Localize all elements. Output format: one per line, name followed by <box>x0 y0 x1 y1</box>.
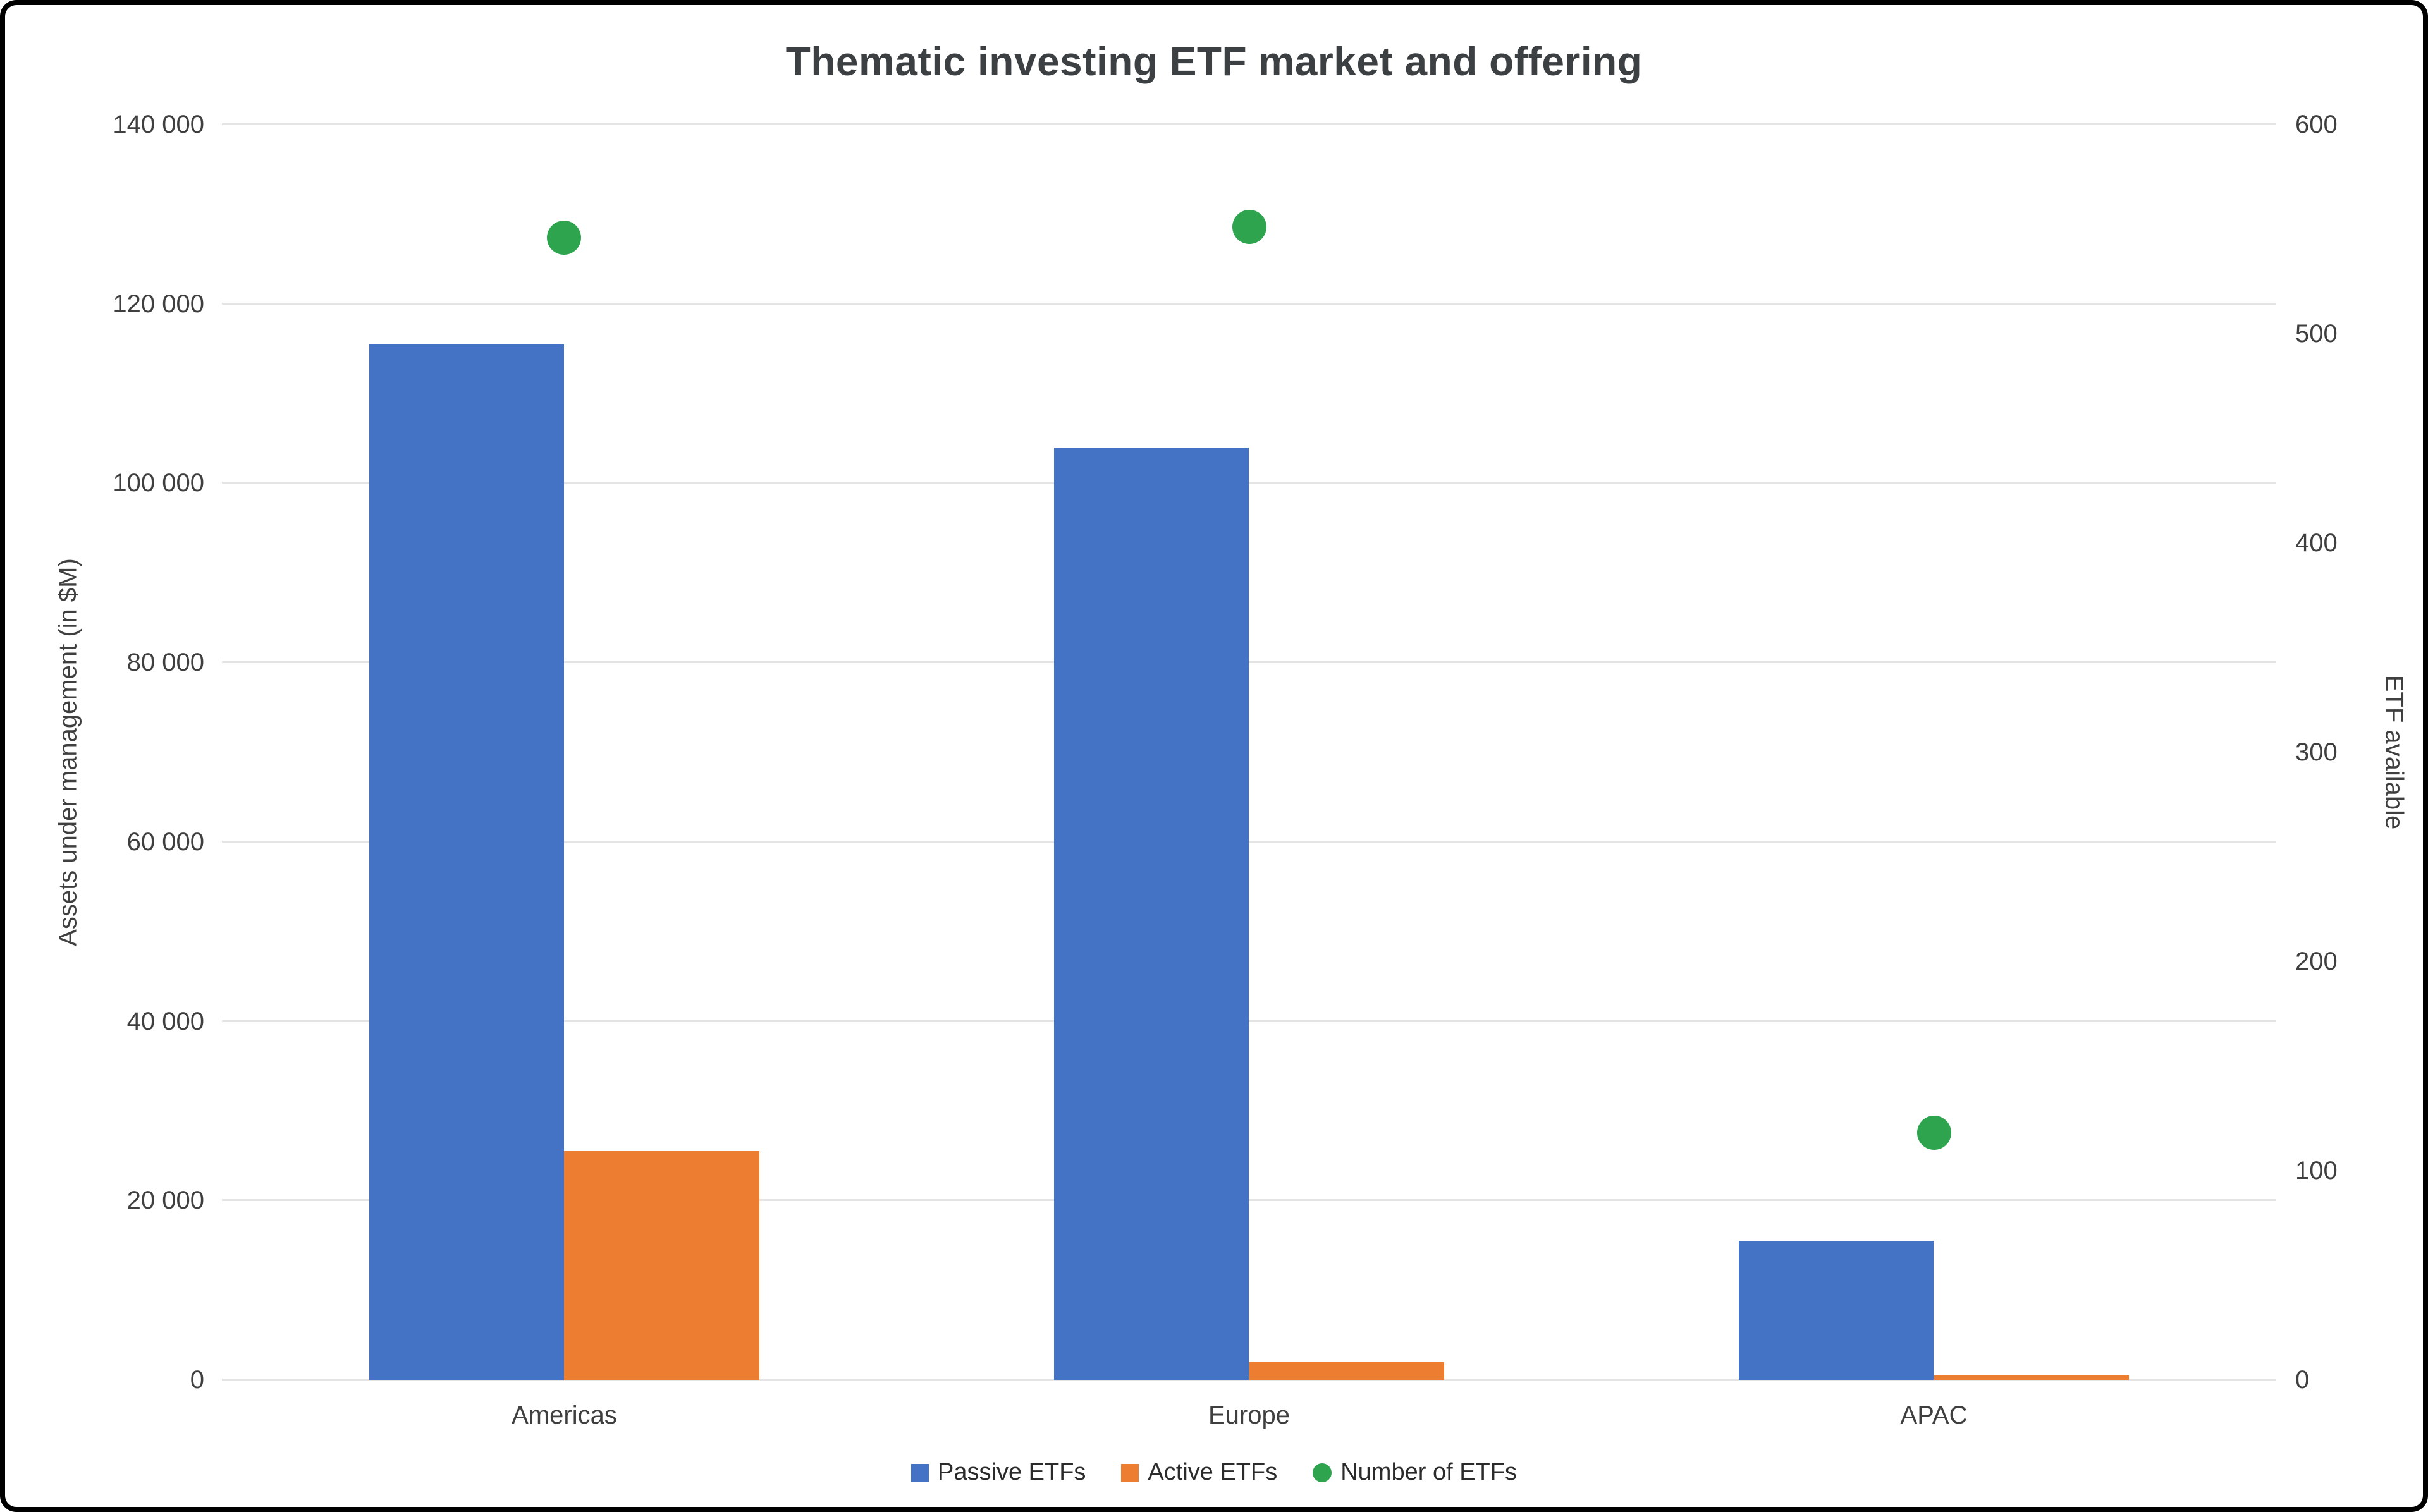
x-axis-label-europe: Europe <box>1208 1401 1290 1429</box>
left-axis-tick-label: 40 000 <box>126 1007 204 1035</box>
left-axis-tick-label: 60 000 <box>126 827 204 856</box>
x-axis-label-apac: APAC <box>1900 1401 1968 1429</box>
left-axis-title: Assets under management (in $M) <box>54 558 82 946</box>
scatter-dot-apac <box>1916 1116 1951 1150</box>
bar-passive-etfs-americas <box>369 344 565 1380</box>
legend-label: Passive ETFs <box>938 1459 1086 1485</box>
legend: Passive ETFs Active ETFs Number of ETFs <box>5 1459 2423 1486</box>
legend-label: Active ETFs <box>1148 1459 1278 1485</box>
right-axis-tick-label: 0 <box>2295 1366 2310 1394</box>
bar-active-etfs-europe <box>1249 1362 1445 1380</box>
gridline <box>222 840 2276 843</box>
right-axis-tick-label: 100 <box>2295 1157 2338 1185</box>
passive-etfs-square-marker-icon <box>911 1463 929 1482</box>
x-axis-label-americas: Americas <box>512 1401 617 1429</box>
left-axis-tick-label: 80 000 <box>126 649 204 677</box>
legend-item-number-of-etfs: Number of ETFs <box>1313 1459 1517 1486</box>
right-axis-tick-label: 500 <box>2295 320 2338 348</box>
gridline <box>222 302 2276 305</box>
number-of-etfs-dot-marker-icon <box>1313 1463 1332 1482</box>
plot-area: 0 20 000 40 000 60 000 80 000 100 000 120 000 1… <box>113 112 2337 1429</box>
right-axis-tick-label: 400 <box>2295 529 2338 558</box>
left-axis-tick-label: 100 000 <box>113 469 204 497</box>
gridline <box>222 482 2276 484</box>
left-axis-tick-label: 20 000 <box>126 1186 204 1215</box>
legend-item-active-etfs: Active ETFs <box>1121 1459 1277 1486</box>
left-axis-tick-label: 120 000 <box>113 290 204 318</box>
gridline <box>222 1020 2276 1022</box>
gridline <box>222 123 2276 125</box>
left-axis-tick-label: 140 000 <box>113 111 204 138</box>
legend-item-passive-etfs: Passive ETFs <box>911 1459 1086 1486</box>
right-axis-tick-label: 300 <box>2295 738 2338 766</box>
scatter-dot-europe <box>1232 210 1266 245</box>
bar-passive-etfs-apac <box>1738 1241 1934 1380</box>
chart-title: Thematic investing ETF market and offeri… <box>785 39 1643 84</box>
gridline <box>222 661 2276 664</box>
bar-active-etfs-americas <box>564 1151 760 1380</box>
right-axis-tick-label: 200 <box>2295 948 2338 976</box>
legend-label: Number of ETFs <box>1340 1459 1517 1485</box>
left-axis-tick-label: 0 <box>190 1366 204 1394</box>
active-etfs-square-marker-icon <box>1121 1463 1139 1482</box>
right-axis-tick-label: 600 <box>2295 111 2338 138</box>
bar-active-etfs-apac <box>1934 1375 2130 1380</box>
gridline <box>222 1199 2276 1202</box>
scatter-dot-americas <box>547 220 582 255</box>
bar-passive-etfs-europe <box>1053 447 1249 1380</box>
